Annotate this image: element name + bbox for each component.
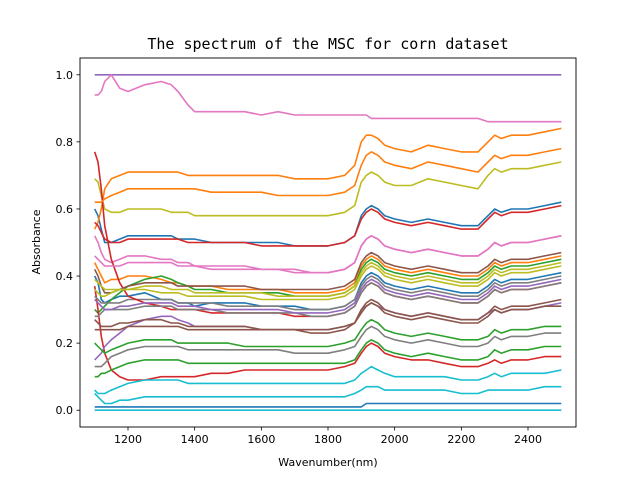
series-layer bbox=[93, 74, 562, 412]
x-tick-label: 1400 bbox=[181, 433, 209, 446]
series-line-25 bbox=[94, 278, 562, 314]
x-tick-label: 1200 bbox=[114, 433, 142, 446]
x-axis-label: Wavenumber(nm) bbox=[278, 456, 377, 469]
series-line-9 bbox=[94, 161, 562, 217]
series-line-18 bbox=[94, 281, 562, 318]
y-tick-label: 0.0 bbox=[56, 404, 74, 417]
y-tick-label: 0.4 bbox=[56, 270, 74, 283]
series-line-24 bbox=[94, 204, 562, 247]
x-tick-label: 1600 bbox=[247, 433, 275, 446]
series-line-19 bbox=[94, 265, 562, 301]
y-tick-label: 1.0 bbox=[56, 69, 74, 82]
series-line-23 bbox=[94, 338, 562, 378]
x-tick-label: 2000 bbox=[381, 433, 409, 446]
series-line-2 bbox=[93, 255, 562, 294]
plot-area bbox=[80, 58, 576, 427]
series-line-27 bbox=[94, 235, 562, 274]
series-line-8 bbox=[94, 275, 562, 311]
series-line-12 bbox=[93, 127, 562, 230]
y-axis: 0.0 0.2 0.4 0.6 0.8 1.0 bbox=[56, 69, 80, 417]
series-line-10 bbox=[94, 385, 562, 405]
series-line-26 bbox=[94, 302, 562, 334]
series-line-22 bbox=[94, 147, 562, 203]
y-tick-label: 0.6 bbox=[56, 203, 74, 216]
series-line-29 bbox=[94, 261, 562, 298]
y-tick-label: 0.2 bbox=[56, 337, 74, 350]
series-line-30 bbox=[94, 365, 562, 395]
y-axis-label: Absorbance bbox=[30, 209, 43, 274]
series-line-13 bbox=[94, 318, 562, 355]
y-tick-label: 0.8 bbox=[56, 136, 74, 149]
chart-title: The spectrum of the MSC for corn dataset bbox=[147, 35, 508, 53]
x-tick-label: 1800 bbox=[314, 433, 342, 446]
x-tick-label: 2400 bbox=[514, 433, 542, 446]
series-line-17 bbox=[94, 74, 562, 123]
x-tick-label: 2200 bbox=[447, 433, 475, 446]
series-line-16 bbox=[93, 251, 562, 294]
series-line-21 bbox=[94, 402, 562, 408]
x-axis: 1200 1400 1600 1800 2000 2200 2400 bbox=[114, 427, 542, 446]
series-line-4 bbox=[93, 285, 562, 381]
series-line-28 bbox=[94, 325, 562, 368]
series-line-6 bbox=[94, 298, 562, 331]
